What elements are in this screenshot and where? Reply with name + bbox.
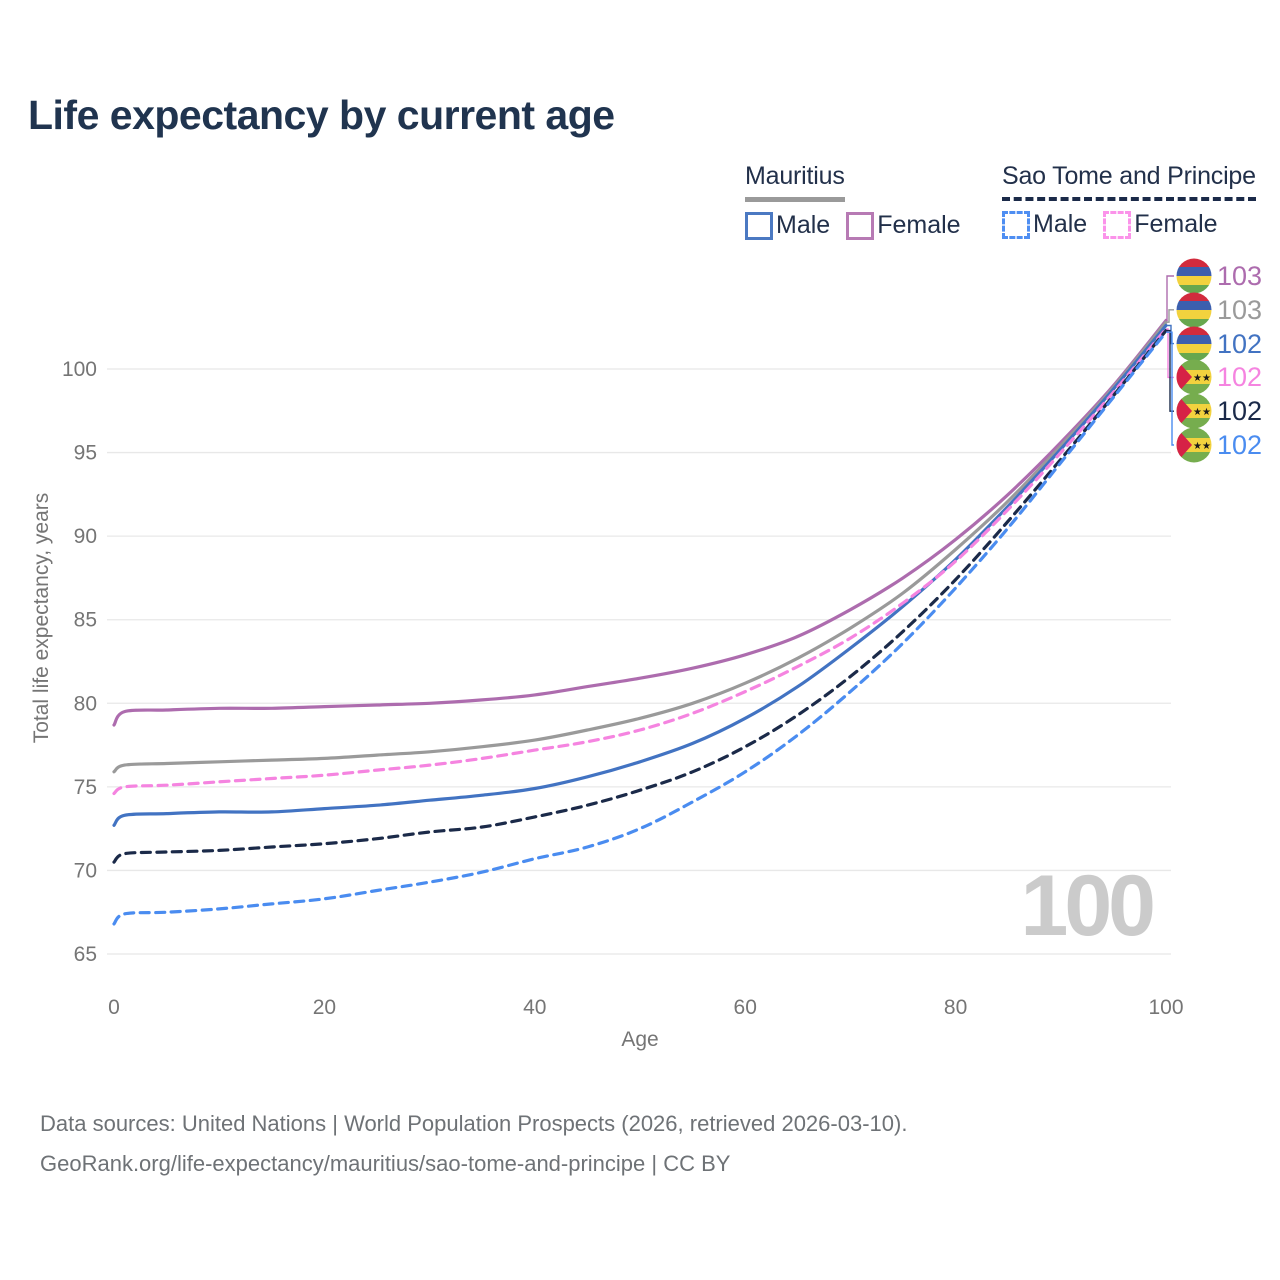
sao-tome-flag-icon: ★★ — [1176, 393, 1212, 429]
y-tick-label-70: 70 — [74, 859, 97, 882]
series-line-mauritius-female[interactable] — [112, 318, 1168, 727]
legend-swatch-icon[interactable] — [745, 211, 773, 240]
y-tick-label-65: 65 — [74, 943, 97, 966]
mauritius-flag-icon — [1176, 258, 1212, 294]
x-tick-label-100: 100 — [1148, 996, 1183, 1019]
end-label-value-saotome-female: 102 — [1217, 362, 1263, 393]
legend-group-sao-tome: Sao Tome and Principe Male Female — [1002, 162, 1256, 239]
mauritius-flag-icon — [1176, 292, 1212, 328]
leader-line-mauritius-female — [1166, 275, 1174, 322]
series-line-saotome-total[interactable] — [112, 329, 1168, 864]
footer-url-line: GeoRank.org/life-expectancy/mauritius/sa… — [40, 1151, 731, 1176]
y-tick-label-80: 80 — [74, 692, 97, 715]
legend-item-label: Female — [877, 211, 961, 239]
leader-line-saotome-male — [1166, 331, 1174, 446]
sao-tome-flag-icon: ★★ — [1176, 359, 1212, 395]
y-tick-label-100: 100 — [62, 358, 97, 381]
leader-line-saotome-female — [1166, 328, 1174, 379]
y-tick-label-95: 95 — [74, 442, 97, 465]
x-tick-label-80: 80 — [944, 996, 967, 1019]
series-line-saotome-female[interactable] — [112, 327, 1168, 796]
legend-swatch-icon[interactable] — [1103, 210, 1132, 239]
legend-item-sao-tome-female[interactable]: Female — [1103, 210, 1218, 239]
leader-line-mauritius-total — [1166, 309, 1174, 323]
end-label-saotome-total: ★★ 102 — [1176, 393, 1262, 429]
end-label-value-saotome-total: 102 — [1217, 396, 1263, 427]
x-tick-label-40: 40 — [523, 996, 546, 1019]
end-label-saotome-female: ★★ 102 — [1176, 359, 1262, 395]
svg-text:★★: ★★ — [1193, 373, 1211, 384]
legend-item-mauritius-male[interactable]: Male — [745, 211, 830, 240]
x-axis-title: Age — [621, 1028, 659, 1051]
mauritius-flag-icon — [1176, 326, 1212, 362]
y-tick-label-75: 75 — [74, 776, 97, 799]
series-line-mauritius-male[interactable] — [112, 323, 1168, 827]
legend-item-sao-tome-male[interactable]: Male — [1002, 210, 1087, 239]
y-tick-label-90: 90 — [74, 525, 97, 548]
svg-text:★★: ★★ — [1193, 441, 1211, 452]
svg-text:★★: ★★ — [1193, 407, 1211, 418]
legend-item-label: Male — [776, 211, 831, 239]
series-line-saotome-male[interactable] — [112, 330, 1168, 926]
x-tick-label-0: 0 — [108, 996, 120, 1019]
leader-line-saotome-total — [1166, 329, 1174, 412]
sao-tome-flag-icon: ★★ — [1176, 427, 1212, 463]
end-label-mauritius-male: 102 — [1176, 326, 1262, 362]
y-axis-title: Total life expectancy, years — [30, 492, 53, 744]
legend-item-mauritius-female[interactable]: Female — [846, 211, 961, 240]
hover-age-watermark: 100 — [1020, 858, 1157, 954]
end-label-value-mauritius-total: 103 — [1217, 294, 1263, 325]
legend-swatch-icon[interactable] — [846, 211, 875, 240]
end-label-value-saotome-male: 102 — [1217, 430, 1263, 460]
legend-item-label: Female — [1134, 210, 1218, 238]
legend-swatch-icon[interactable] — [1002, 210, 1030, 239]
x-tick-label-60: 60 — [734, 996, 757, 1019]
legend-country-header: Sao Tome and Principe — [1002, 162, 1256, 201]
legend-item-label: Male — [1033, 210, 1088, 238]
legend-group-mauritius: Mauritius Male Female — [745, 162, 961, 240]
end-label-value-mauritius-female: 103 — [1217, 261, 1263, 291]
footer: Data sources: United Nations | World Pop… — [40, 1104, 907, 1184]
end-label-mauritius-total: 103 — [1176, 292, 1262, 328]
legend-country-header: Mauritius — [745, 162, 845, 202]
series-line-mauritius-total[interactable] — [112, 320, 1168, 774]
end-label-saotome-male: ★★ 102 — [1176, 427, 1262, 463]
footer-sources-line: Data sources: United Nations | World Pop… — [40, 1111, 908, 1136]
end-label-mauritius-female: 103 — [1176, 258, 1262, 294]
legend-items-row: Male Female — [1002, 210, 1256, 239]
x-tick-label-20: 20 — [313, 996, 336, 1019]
y-tick-label-85: 85 — [74, 609, 97, 632]
legend-items-row: Male Female — [745, 211, 961, 240]
chart-title: Life expectancy by current age — [28, 92, 615, 138]
end-label-value-mauritius-male: 102 — [1217, 328, 1263, 359]
